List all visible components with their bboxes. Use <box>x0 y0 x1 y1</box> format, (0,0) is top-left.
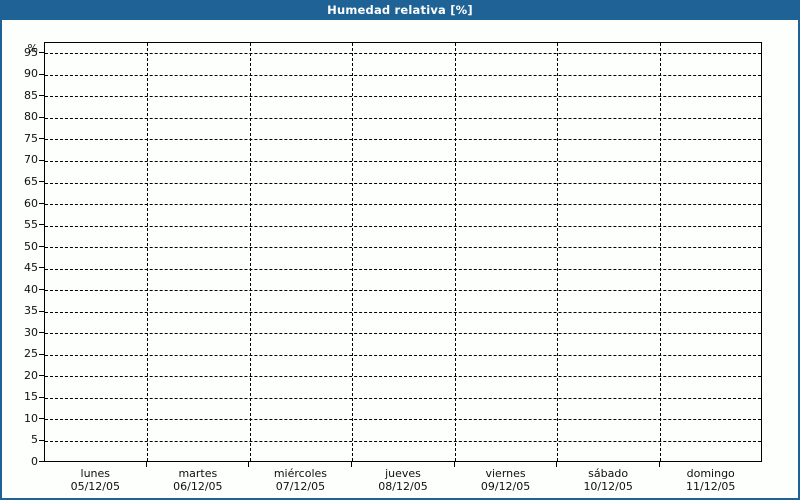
y-axis-tick-label: 65 <box>24 175 38 188</box>
gridline-horizontal <box>45 139 761 141</box>
x-axis-tick <box>145 462 147 467</box>
gridline-horizontal <box>45 419 761 421</box>
y-axis-tick-label: 0 <box>31 455 38 468</box>
y-axis-tick-label: 25 <box>24 347 38 361</box>
y-axis-tick-label: 55 <box>24 218 38 232</box>
y-axis-tick <box>39 224 44 226</box>
x-axis-tick <box>248 462 250 467</box>
chart-area: 0 5 10 15 20 25 30 35 40 45 50 55 60 65 70 75 80 85 90 95% … <box>0 20 800 498</box>
plot-area <box>44 42 762 462</box>
y-axis-tick <box>39 353 44 355</box>
y-axis-tick-label: 35 <box>24 304 38 318</box>
gridline-horizontal <box>45 247 761 249</box>
y-axis-tick <box>39 138 44 140</box>
x-axis-day-label: sábado <box>588 467 629 480</box>
y-axis-tick <box>39 95 44 97</box>
y-axis-tick-label: 70 <box>24 153 38 167</box>
y-axis-tick <box>39 439 44 441</box>
x-axis-day-label: miércoles <box>273 467 327 480</box>
y-axis-tick <box>39 267 44 269</box>
x-axis-date-label: 06/12/05 <box>173 480 223 493</box>
x-axis-day-label: jueves <box>385 467 421 480</box>
y-axis-tick <box>39 116 44 118</box>
x-axis-date-label: 08/12/05 <box>378 480 428 493</box>
y-axis-tick-label: 75 <box>24 131 38 145</box>
x-axis-tick <box>453 462 455 467</box>
gridline-vertical <box>147 43 149 461</box>
y-axis-tick-label: 40 <box>24 282 38 296</box>
gridline-horizontal <box>45 440 761 442</box>
y-axis-tick <box>39 159 44 161</box>
x-axis-tick <box>556 462 558 467</box>
x-axis-date-label: 09/12/05 <box>480 480 531 493</box>
gridline-horizontal <box>45 290 761 292</box>
y-axis-tick-label: 45 <box>24 261 38 275</box>
y-axis-tick <box>39 418 44 420</box>
gridline-vertical <box>454 43 456 461</box>
x-axis-tick-label: lunes 05/12/05 <box>25 467 165 493</box>
gridline-horizontal <box>45 333 761 335</box>
y-axis-tick <box>39 396 44 398</box>
y-axis-tick <box>39 202 44 204</box>
x-axis-tick-label: domingo 11/12/05 <box>641 467 781 493</box>
x-axis-date-label: 07/12/05 <box>275 480 326 493</box>
y-axis-tick-label: 5 <box>31 433 38 447</box>
x-axis-tick-label: martes 06/12/05 <box>128 467 268 493</box>
x-axis-date-label: 11/12/05 <box>686 480 736 493</box>
gridline-horizontal <box>45 225 761 227</box>
y-axis-tick-label: 10 <box>24 411 38 425</box>
y-axis-tick-label: 20 <box>24 368 38 382</box>
y-axis-tick <box>39 310 44 312</box>
x-axis-day-label: viernes <box>485 467 526 480</box>
gridline-horizontal <box>45 117 761 119</box>
x-axis-tick <box>658 462 660 467</box>
x-axis-tick <box>351 462 352 467</box>
gridline-vertical <box>352 43 354 461</box>
gridline-horizontal <box>45 268 761 270</box>
y-axis-tick-label: 80 <box>24 110 38 124</box>
y-axis-tick <box>39 375 44 377</box>
y-axis-tick-label: 85 <box>24 88 38 102</box>
x-axis-tick-label: sábado 10/12/05 <box>538 467 678 493</box>
gridline-vertical <box>659 43 661 461</box>
y-axis-tick-label: 95 <box>24 45 38 59</box>
gridline-horizontal <box>45 96 761 98</box>
x-axis-date-label: 10/12/05 <box>583 480 633 493</box>
y-axis-tick-label: 30 <box>24 325 38 339</box>
page-title: Humedad relativa [%] <box>327 3 473 17</box>
x-axis-day-label: domingo <box>686 467 735 480</box>
window-title-bar: Humedad relativa [%] <box>0 0 800 20</box>
gridline-vertical <box>557 43 559 461</box>
gridline-horizontal <box>45 311 761 313</box>
x-axis-tick-label: viernes 09/12/05 <box>436 467 576 493</box>
y-axis-tick-label: 50 <box>24 239 38 253</box>
gridline-horizontal <box>45 204 761 206</box>
y-axis-tick <box>39 461 44 463</box>
y-axis-tick <box>39 73 44 75</box>
x-axis-day-label: lunes <box>80 467 111 480</box>
y-axis-tick <box>39 288 44 290</box>
y-axis-tick-label: 60 <box>24 196 38 210</box>
gridline-vertical <box>249 43 251 461</box>
y-axis-tick-label: 90 <box>24 67 38 81</box>
y-axis-tick <box>39 332 44 334</box>
gridline-horizontal <box>45 160 761 162</box>
y-axis-tick <box>39 245 44 247</box>
y-axis-tick-label: 15 <box>24 390 38 404</box>
x-axis-tick-label: miércoles 07/12/05 <box>230 467 370 493</box>
x-axis-date-label: 05/12/05 <box>70 480 120 493</box>
y-axis-tick <box>39 52 44 54</box>
x-axis-day-label: martes <box>178 467 218 480</box>
gridline-horizontal <box>45 397 761 399</box>
x-axis-tick-label: jueves 08/12/05 <box>333 467 473 493</box>
gridline-horizontal <box>45 376 761 378</box>
gridline-horizontal <box>45 53 761 55</box>
gridline-horizontal <box>45 354 761 356</box>
gridline-horizontal <box>45 74 761 76</box>
y-axis-tick <box>39 181 44 183</box>
gridline-horizontal <box>45 182 761 184</box>
y-axis-unit-label: % <box>27 42 38 55</box>
